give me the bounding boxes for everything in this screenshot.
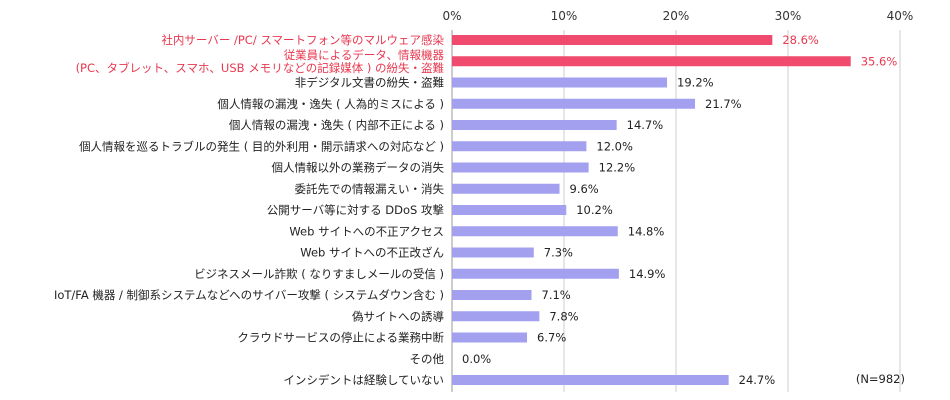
category-label: ビジネスメール詐欺 ( なりすましメールの受信 ) [194, 267, 444, 281]
category-label: 個人情報を巡るトラブルの発生 ( 目的外利用・開示請求への対応など ) [79, 139, 444, 153]
category-label: 個人情報以外の業務データの消失 [272, 161, 445, 175]
data-label: 14.9% [629, 267, 666, 281]
bar [452, 183, 560, 194]
data-label: 6.7% [537, 331, 566, 345]
data-label: 28.6% [782, 33, 819, 47]
bar [452, 311, 540, 322]
category-label: 偽サイトへの誘導 [352, 309, 444, 323]
category-labels: 社内サーバー /PC/ スマートフォン等のマルウェア感染従業員によるデータ、情報… [54, 33, 445, 387]
bar [452, 56, 851, 67]
data-label: 7.8% [549, 309, 578, 323]
data-label: 7.1% [542, 288, 571, 302]
bar [452, 290, 532, 300]
bar [452, 35, 773, 45]
data-label: 0.0% [462, 352, 491, 366]
x-tick-label: 30% [775, 9, 802, 23]
x-tick-label: 20% [663, 9, 690, 23]
bar [452, 98, 696, 109]
bar [452, 120, 617, 130]
category-label: 公開サーバ等に対する DDoS 攻撃 [267, 203, 444, 217]
data-label: 14.7% [627, 118, 664, 132]
category-label: 個人情報の漏洩・逸失 ( 内部不正による ) [229, 118, 444, 132]
category-label: 社内サーバー /PC/ スマートフォン等のマルウェア感染 [161, 33, 444, 47]
data-label: 19.2% [677, 76, 714, 90]
category-label: インシデントは経験していない [283, 373, 444, 387]
bars [452, 35, 851, 385]
bar [452, 375, 729, 385]
bar [452, 162, 589, 173]
data-label: 35.6% [861, 54, 898, 68]
category-label: 個人情報の漏洩・逸失 ( 人為的ミスによる ) [217, 97, 444, 111]
category-label: Web サイトへの不正改ざん [300, 246, 444, 260]
data-label: 24.7% [739, 373, 776, 387]
bar [452, 77, 668, 88]
category-label: Web サイトへの不正アクセス [289, 224, 444, 238]
bar [452, 332, 528, 343]
data-label: 10.2% [576, 203, 613, 217]
x-axis-ticks: 0% 10% 20% 30% 40% [442, 9, 913, 23]
x-tick-label: 10% [551, 9, 578, 23]
data-label: 14.8% [628, 224, 665, 238]
category-label: その他 [410, 352, 445, 366]
category-label: 委託先での情報漏えい・消失 [295, 182, 445, 196]
bar [452, 247, 534, 258]
x-tick-label: 40% [887, 9, 914, 23]
value-labels: 28.6% 35.6% 19.2% 21.7% 14.7% 12.0% 12.2%9.6% 1… [462, 33, 897, 387]
data-label: 12.0% [596, 139, 633, 153]
data-label: 21.7% [705, 97, 742, 111]
bar [452, 268, 619, 279]
data-label: 9.6% [570, 182, 599, 196]
bar [452, 141, 587, 152]
category-label: IoT/FA 機器 / 制御系システムなどへのサイバー攻撃 ( システムダウン含… [54, 288, 444, 302]
grid-lines [451, 30, 901, 392]
category-label: 非デジタル文書の紛失・盗難 [295, 76, 444, 90]
category-label: 従業員によるデータ、情報機器 [284, 48, 445, 62]
bar [452, 226, 618, 237]
bar [452, 205, 567, 215]
sample-size-note: (N=982) [856, 372, 905, 386]
x-tick-label: 0% [442, 9, 461, 23]
data-label: 12.2% [599, 161, 636, 175]
data-label: 7.3% [544, 246, 573, 260]
category-label: クラウドサービスの停止による業務中断 [237, 331, 444, 345]
category-label: (PC、タブレット、スマホ、USB メモリなどの記録媒体 ) の紛失・盗難 [76, 61, 444, 75]
